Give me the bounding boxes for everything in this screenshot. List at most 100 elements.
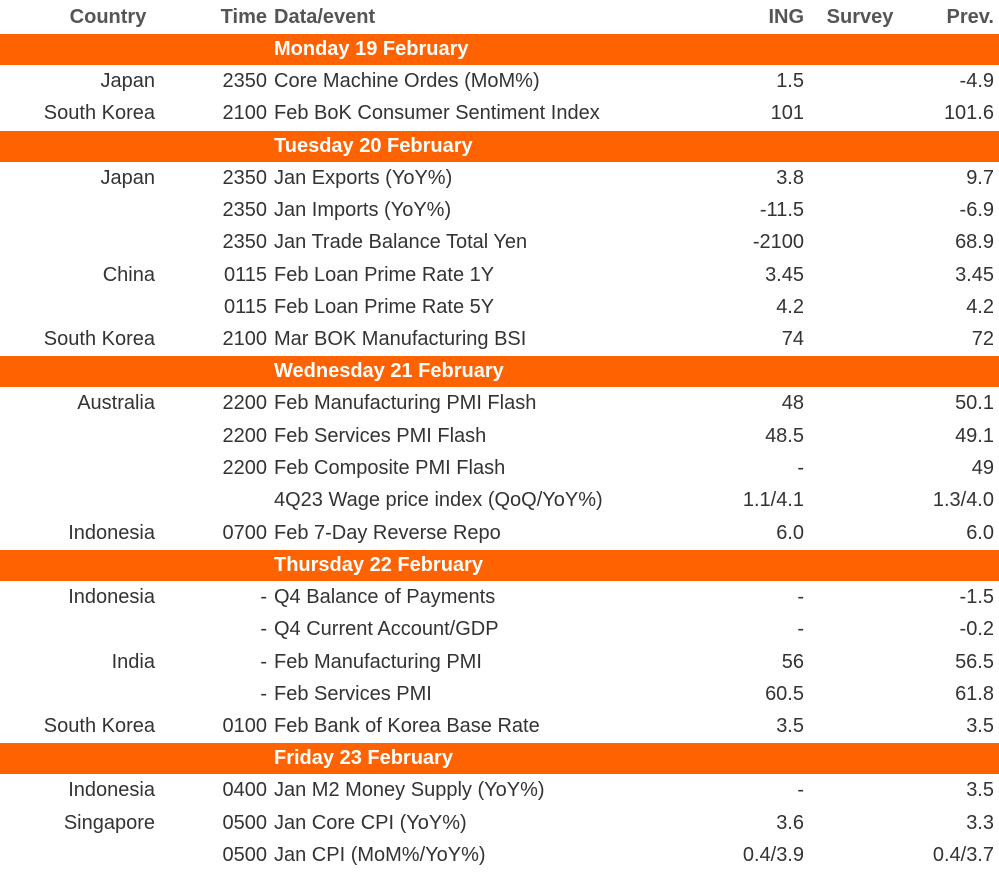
- time-cell: 2100: [222, 328, 268, 351]
- ing-cell: 3.6: [776, 811, 804, 834]
- header-survey: Survey: [826, 6, 894, 28]
- prev-cell: -0.2: [959, 618, 994, 641]
- prev-cell: 0.4/3.7: [932, 844, 994, 866]
- event-cell: Jan Exports (YoY%): [274, 166, 453, 189]
- event-cell: 4Q23 Wage price index (QoQ/YoY%): [274, 489, 603, 512]
- ing-cell: 48.5: [765, 424, 804, 447]
- time-cell: -: [260, 650, 267, 673]
- ing-cell: 74: [781, 328, 804, 351]
- event-cell: Q4 Current Account/GDP: [274, 618, 499, 641]
- prev-cell: 3.3: [966, 811, 994, 834]
- event-cell: Jan Imports (YoY%): [274, 198, 452, 221]
- prev-cell: 56.5: [955, 650, 994, 673]
- event-cell: Feb 7-Day Reverse Repo: [274, 521, 501, 544]
- country-cell: Indonesia: [68, 521, 155, 544]
- prev-cell: 4.2: [966, 295, 994, 318]
- ing-cell: 3.5: [776, 715, 804, 738]
- prev-cell: 101.6: [943, 102, 994, 125]
- event-cell: Feb Loan Prime Rate 5Y: [274, 295, 495, 318]
- header-event: Data/event: [274, 6, 376, 28]
- event-cell: Feb BoK Consumer Sentiment Index: [274, 102, 600, 125]
- prev-cell: 3.5: [966, 715, 994, 738]
- event-cell: Feb Loan Prime Rate 1Y: [274, 263, 495, 286]
- day-band: Friday 23 February: [0, 742, 999, 775]
- ing-cell: -11.5: [759, 198, 804, 221]
- time-cell: -: [260, 585, 267, 608]
- prev-cell: 49: [971, 457, 994, 479]
- event-cell: Jan Core CPI (YoY%): [274, 811, 467, 834]
- ing-cell: 60.5: [765, 682, 804, 705]
- prev-cell: 50.1: [955, 392, 994, 415]
- day-band: Tuesday 20 February: [0, 129, 999, 162]
- header-country: Country: [69, 6, 147, 28]
- time-cell: 2200: [222, 392, 268, 415]
- ing-cell: -2100: [752, 231, 804, 254]
- time-cell: 0115: [223, 295, 267, 318]
- ing-cell: 0.4/3.9: [742, 844, 804, 866]
- time-cell: 2350: [222, 231, 268, 254]
- ing-cell: 3.45: [765, 263, 804, 286]
- time-cell: -: [260, 618, 267, 641]
- event-cell: Jan CPI (MoM%/YoY%): [274, 844, 486, 866]
- ing-cell: 1.5: [776, 70, 804, 92]
- country-cell: South Korea: [43, 328, 155, 351]
- country-cell: China: [102, 263, 155, 286]
- header-prev: Prev.: [946, 6, 994, 28]
- day-title: Tuesday 20 February: [274, 134, 473, 157]
- day-title: Friday 23 February: [274, 747, 453, 770]
- event-cell: Feb Services PMI Flash: [274, 424, 487, 447]
- time-cell: 0700: [222, 521, 268, 544]
- ing-cell: 48: [781, 392, 804, 415]
- time-cell: 2100: [222, 102, 268, 125]
- time-cell: 2200: [222, 457, 268, 479]
- day-band: Wednesday 21 February: [0, 355, 999, 388]
- header-ing: ING: [768, 6, 804, 28]
- time-cell: 2350: [222, 70, 268, 92]
- ing-cell: -: [797, 457, 804, 479]
- time-cell: 0400: [222, 779, 268, 802]
- prev-cell: -1.5: [959, 585, 994, 608]
- ing-cell: 1.1/4.1: [742, 489, 804, 512]
- time-cell: 0500: [222, 811, 268, 834]
- day-title: Monday 19 February: [274, 38, 469, 60]
- prev-cell: 6.0: [966, 521, 994, 544]
- event-cell: Mar BOK Manufacturing BSI: [274, 328, 527, 351]
- country-cell: South Korea: [43, 102, 155, 125]
- country-cell: Singapore: [63, 811, 155, 834]
- header-time: Time: [220, 6, 267, 28]
- day-band: Monday 19 February: [0, 33, 999, 65]
- ing-cell: 6.0: [776, 521, 804, 544]
- time-cell: -: [260, 682, 267, 705]
- event-cell: Feb Services PMI: [274, 682, 432, 705]
- prev-cell: 3.45: [955, 263, 994, 286]
- event-cell: Feb Composite PMI Flash: [274, 457, 506, 479]
- prev-cell: 1.3/4.0: [932, 489, 994, 512]
- ing-cell: 3.8: [776, 166, 804, 189]
- event-cell: Jan M2 Money Supply (YoY%): [274, 779, 545, 802]
- prev-cell: 49.1: [955, 424, 994, 447]
- time-cell: 0500: [222, 844, 268, 866]
- country-cell: Australia: [77, 392, 155, 415]
- time-cell: 2350: [222, 198, 268, 221]
- country-cell: South Korea: [43, 715, 155, 738]
- ing-cell: -: [797, 618, 804, 641]
- day-band: Thursday 22 February: [0, 548, 999, 581]
- country-cell: India: [111, 650, 155, 673]
- event-cell: Feb Manufacturing PMI: [274, 650, 482, 673]
- ing-cell: 4.2: [776, 295, 804, 318]
- ing-cell: 56: [781, 650, 804, 673]
- country-cell: Indonesia: [68, 585, 155, 608]
- prev-cell: 72: [971, 328, 994, 351]
- prev-cell: 9.7: [966, 166, 994, 189]
- event-cell: Jan Trade Balance Total Yen: [274, 231, 528, 254]
- day-title: Wednesday 21 February: [274, 360, 504, 383]
- ing-cell: 101: [770, 102, 804, 125]
- event-cell: Q4 Balance of Payments: [274, 585, 496, 608]
- ing-cell: -: [797, 585, 804, 608]
- prev-cell: -4.9: [959, 70, 994, 92]
- event-cell: Feb Bank of Korea Base Rate: [274, 715, 540, 738]
- ing-cell: -: [797, 779, 804, 802]
- event-cell: Feb Manufacturing PMI Flash: [274, 392, 537, 415]
- time-cell: 2200: [222, 424, 268, 447]
